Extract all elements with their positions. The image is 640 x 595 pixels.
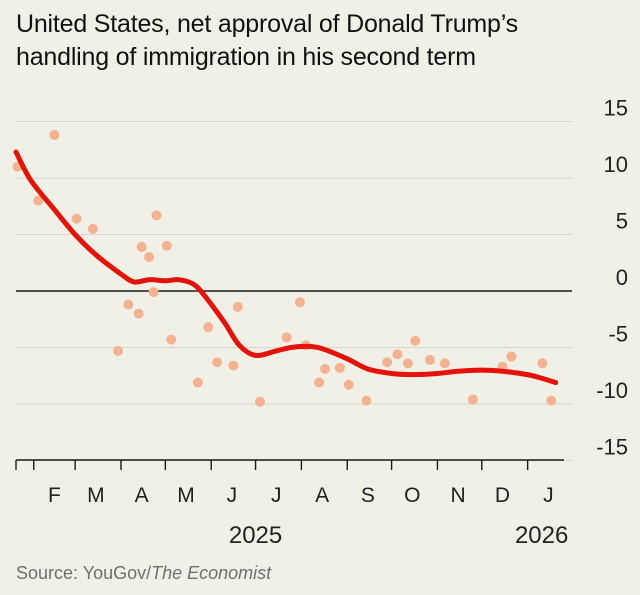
x-month-label: J [543, 484, 554, 507]
data-point [203, 322, 214, 333]
data-point [294, 297, 305, 308]
data-point [232, 301, 243, 312]
data-point [361, 395, 372, 406]
data-point [281, 332, 292, 343]
source-note: Source: YouGov/The Economist [16, 563, 271, 584]
data-point [123, 299, 134, 310]
y-tick-labels: 15 10 5 0 -5 -10 -15 [596, 96, 628, 460]
data-point [546, 395, 557, 406]
data-point [537, 358, 548, 369]
trend-line-group [13, 149, 559, 385]
data-point [320, 363, 331, 374]
x-month-label: F [48, 484, 61, 507]
data-point [467, 394, 478, 405]
y-tick-label: -5 [608, 322, 628, 347]
data-point [133, 308, 144, 319]
data-point [343, 379, 354, 390]
y-gridlines [16, 121, 572, 461]
data-point [151, 210, 162, 221]
data-points [12, 130, 557, 407]
x-month-label: O [404, 484, 420, 507]
x-month-label: J [227, 484, 238, 507]
data-point [410, 335, 421, 346]
data-point [144, 252, 155, 263]
data-point [254, 396, 265, 407]
data-point [334, 362, 345, 373]
data-point [148, 287, 159, 298]
data-point [136, 241, 147, 252]
data-point [314, 377, 325, 388]
x-axis [15, 459, 564, 470]
data-point [212, 357, 223, 368]
data-point [161, 240, 172, 251]
x-month-label: J [271, 484, 282, 507]
data-point [33, 195, 44, 206]
y-tick-label: -15 [596, 435, 628, 460]
data-point [425, 354, 436, 365]
data-point [382, 357, 393, 368]
year-labels: 2025 2026 [229, 522, 568, 549]
y-tick-label: -10 [596, 378, 628, 403]
x-month-label: M [87, 484, 105, 507]
data-point [392, 349, 403, 360]
source-publication: The Economist [151, 563, 272, 583]
chart-title: United States, net approval of Donald Tr… [16, 10, 518, 71]
x-month-label: S [361, 484, 375, 507]
data-point [71, 213, 82, 224]
y-tick-label: 5 [616, 209, 628, 234]
y-tick-label: 10 [604, 152, 628, 177]
x-month-label: D [495, 484, 510, 507]
y-tick-label: 15 [604, 96, 628, 121]
data-point [192, 377, 203, 388]
data-point [506, 351, 517, 362]
data-point [87, 223, 98, 234]
year-label: 2025 [229, 522, 282, 549]
data-point [166, 334, 177, 345]
data-point [228, 360, 239, 371]
data-point [402, 358, 413, 369]
y-tick-label: 0 [616, 265, 628, 290]
source-prefix: Source: YouGov/ [16, 563, 152, 583]
x-month-label: A [315, 484, 329, 507]
x-month-label: M [177, 484, 195, 507]
data-point [49, 130, 60, 141]
year-label: 2026 [515, 522, 568, 549]
x-month-label: N [451, 484, 466, 507]
data-point [113, 345, 124, 356]
x-month-label: A [135, 484, 149, 507]
data-point [439, 358, 450, 369]
trend-line [13, 149, 559, 385]
